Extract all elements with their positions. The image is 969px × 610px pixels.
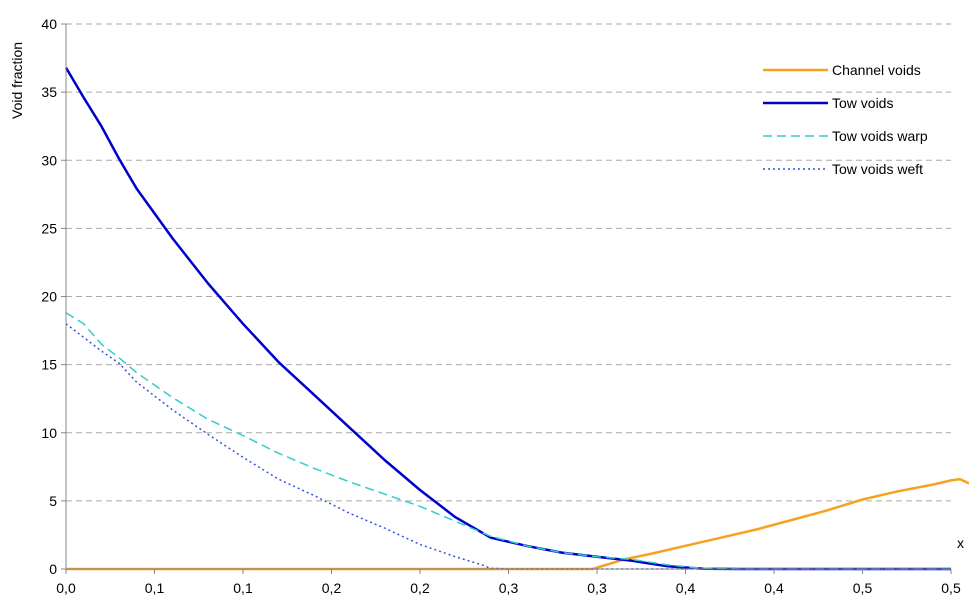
series-line-tow-voids [64,66,951,571]
legend-label: Tow voids [832,95,893,111]
x-tick-label: 0,5 [853,580,873,596]
x-tick-label: 0,1 [145,580,165,596]
y-tick-label: 30 [41,152,57,168]
legend-label: Tow voids weft [832,161,923,177]
x-tick-label: 0,2 [410,580,430,596]
x-tick-label: 0,3 [499,580,519,596]
y-tick-label: 20 [41,289,57,305]
x-axis-title: x [957,535,964,551]
y-tick-label: 0 [49,561,57,577]
x-tick-label: 0,4 [676,580,696,596]
y-tick-label: 25 [41,220,57,236]
y-tick-label: 15 [41,357,57,373]
legend-label: Channel voids [832,62,921,78]
legend-label: Tow voids warp [832,128,928,144]
y-tick-label: 10 [41,425,57,441]
x-tick-label: 0,0 [56,580,76,596]
y-ticks: 0 5 10 15 20 25 30 35 40 [41,16,66,577]
gridlines [66,23,951,502]
x-tick-label: 0,2 [322,580,342,596]
x-tick-label: 0,5 [941,580,961,596]
y-axis-title: Void fraction [9,42,25,119]
legend: Channel voids Tow voids Tow voids warp Tow … [763,62,928,177]
y-tick-label: 40 [41,16,57,32]
series-line-channel-voids [66,477,969,571]
x-ticks: 0,0 0,1 0,1 0,2 0,2 0,3 0,3 0,4 0,4 0,5 0,5 [56,569,961,596]
y-tick-label: 5 [49,493,57,509]
x-tick-label: 0,4 [764,580,784,596]
series-line-tow-voids-warp [65,312,951,570]
y-tick-label: 35 [41,84,57,100]
series-line-tow-voids-weft [65,323,951,570]
x-tick-label: 0,3 [587,580,607,596]
x-tick-label: 0,1 [233,580,253,596]
